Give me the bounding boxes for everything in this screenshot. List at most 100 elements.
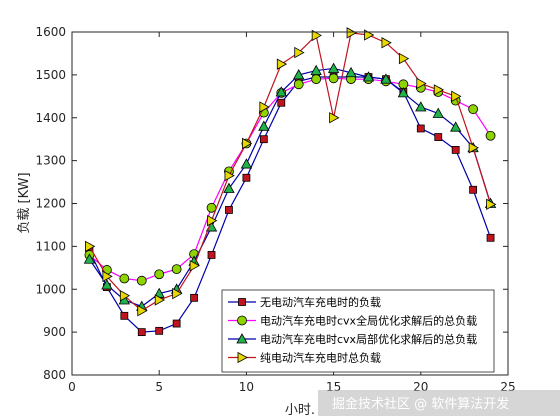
data-point bbox=[154, 294, 166, 306]
y-tick-label: 800 bbox=[43, 368, 66, 382]
data-point bbox=[398, 52, 410, 65]
data-point bbox=[119, 273, 130, 284]
data-point bbox=[293, 79, 304, 90]
data-point bbox=[434, 133, 443, 141]
series-layer bbox=[83, 27, 497, 337]
data-point bbox=[242, 173, 251, 182]
data-point bbox=[207, 251, 216, 259]
data-point bbox=[364, 29, 375, 41]
data-point bbox=[486, 198, 497, 211]
data-point bbox=[345, 66, 357, 78]
data-point bbox=[329, 112, 340, 124]
data-point bbox=[468, 142, 479, 154]
data-point bbox=[137, 305, 148, 317]
legend-label: 纯电动汽车充电时总负载 bbox=[260, 351, 381, 365]
data-point bbox=[225, 206, 233, 214]
data-point bbox=[258, 120, 270, 131]
series-4 bbox=[85, 27, 497, 317]
data-point bbox=[85, 240, 96, 253]
data-point bbox=[136, 275, 147, 286]
watermark: 掘金技术社区 @ 软件算法开发 bbox=[318, 390, 560, 416]
legend-entry: 无电动汽车充电时的负载 bbox=[228, 295, 381, 309]
data-point bbox=[416, 77, 427, 90]
legend-marker bbox=[238, 298, 246, 306]
legend: 无电动汽车充电时的负载电动汽车充电时cvx全局优化求解后的总负载电动汽车充电时c… bbox=[221, 289, 495, 373]
y-tick-label: 1500 bbox=[35, 68, 66, 82]
data-point bbox=[119, 290, 131, 302]
data-point bbox=[469, 185, 478, 194]
data-point bbox=[155, 326, 164, 335]
y-tick-label: 1300 bbox=[35, 154, 66, 168]
x-tick-label: 10 bbox=[239, 380, 254, 394]
data-point bbox=[259, 101, 270, 113]
data-point bbox=[223, 182, 235, 193]
legend-entry: 电动汽车充电时cvx全局优化求解后的总负载 bbox=[228, 314, 477, 328]
legend-marker bbox=[236, 333, 248, 344]
legend-entry: 纯电动汽车充电时总负载 bbox=[228, 351, 381, 365]
data-point bbox=[346, 27, 357, 39]
data-point bbox=[224, 169, 235, 182]
legend-label: 无电动汽车充电时的负载 bbox=[260, 295, 381, 309]
x-axis-label: 小时. bbox=[285, 403, 315, 418]
data-point bbox=[485, 130, 496, 141]
y-tick-label: 1100 bbox=[35, 239, 66, 253]
y-tick-label: 1000 bbox=[35, 282, 66, 296]
x-tick-label: 0 bbox=[68, 380, 76, 394]
data-point bbox=[327, 62, 340, 73]
data-point bbox=[432, 107, 444, 118]
data-point bbox=[276, 58, 288, 70]
legend-label: 电动汽车充电时cvx全局优化求解后的总负载 bbox=[260, 314, 477, 328]
data-point bbox=[433, 84, 445, 96]
data-point bbox=[83, 253, 96, 264]
data-point bbox=[397, 87, 410, 98]
watermark-text: 掘金技术社区 @ 软件算法开发 bbox=[332, 396, 509, 412]
data-point bbox=[120, 311, 129, 320]
series-2 bbox=[84, 73, 496, 286]
data-point bbox=[415, 101, 427, 112]
x-tick-label: 5 bbox=[155, 380, 163, 394]
data-point bbox=[154, 269, 165, 280]
data-point bbox=[294, 46, 305, 59]
data-point bbox=[189, 259, 200, 272]
watermark-background bbox=[318, 390, 560, 416]
legend-marker bbox=[237, 315, 247, 326]
data-point bbox=[451, 90, 462, 102]
data-point bbox=[311, 29, 322, 42]
legend-label: 电动汽车充电时cvx局部优化求解后的总负载 bbox=[260, 332, 477, 346]
data-point bbox=[362, 71, 375, 82]
y-tick-label: 1600 bbox=[35, 25, 66, 39]
data-point bbox=[259, 135, 268, 144]
data-point bbox=[293, 69, 305, 80]
data-point bbox=[190, 293, 198, 302]
data-point bbox=[207, 214, 218, 227]
data-point bbox=[137, 328, 146, 337]
data-point bbox=[380, 73, 392, 84]
data-point bbox=[172, 319, 181, 328]
data-point bbox=[240, 158, 253, 169]
data-point bbox=[416, 124, 425, 133]
y-tick-label: 1200 bbox=[35, 197, 66, 211]
data-point bbox=[468, 104, 479, 115]
data-point bbox=[310, 64, 322, 75]
data-point bbox=[102, 270, 113, 283]
legend-marker bbox=[237, 351, 248, 364]
data-point bbox=[311, 74, 322, 85]
y-tick-label: 1400 bbox=[35, 111, 66, 125]
data-point bbox=[451, 146, 460, 154]
data-point bbox=[277, 98, 286, 107]
data-point bbox=[486, 233, 495, 242]
data-point bbox=[450, 121, 462, 132]
data-point bbox=[275, 86, 287, 97]
y-tick-label: 900 bbox=[43, 325, 66, 339]
data-point bbox=[241, 137, 253, 150]
axes: 0 5 10 15 20 25800900100011001200130014001500… bbox=[35, 25, 515, 394]
data-point bbox=[381, 37, 392, 49]
data-point bbox=[328, 73, 339, 84]
y-axis-label: 负载 [KW] bbox=[17, 172, 32, 233]
legend-box bbox=[221, 289, 495, 373]
data-point bbox=[172, 287, 183, 300]
data-point bbox=[101, 279, 113, 290]
legend-entry: 电动汽车充电时cvx局部优化求解后的总负载 bbox=[228, 332, 477, 346]
data-point bbox=[171, 264, 182, 274]
